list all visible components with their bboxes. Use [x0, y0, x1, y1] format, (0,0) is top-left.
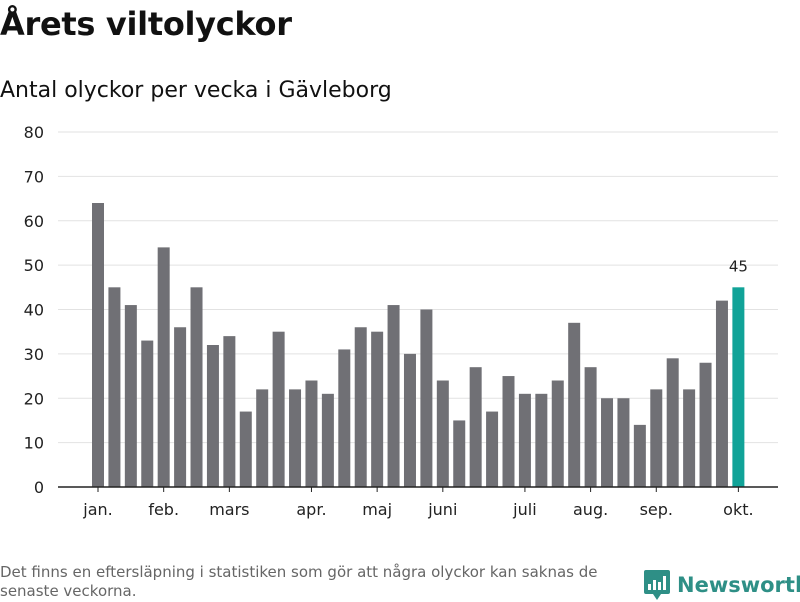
- y-tick-label: 80: [24, 123, 44, 142]
- data-label: 45: [729, 257, 748, 275]
- bar-chart-logo-icon: [644, 570, 670, 600]
- bar: [354, 327, 367, 487]
- bar: [124, 305, 137, 487]
- bar: [601, 398, 614, 487]
- bar: [633, 424, 646, 487]
- bar: [666, 358, 679, 487]
- bar: [289, 389, 302, 487]
- bar: [551, 380, 564, 487]
- x-tick-label: sep.: [640, 500, 673, 519]
- bar: [190, 287, 203, 487]
- x-axis-ticks: jan. feb. mars apr. maj juni juli aug. sep. okt.: [82, 487, 754, 519]
- bar: [403, 353, 416, 487]
- x-tick-label: apr.: [296, 500, 326, 519]
- bar-highlighted: [732, 287, 745, 487]
- x-tick-label: juli: [512, 500, 536, 519]
- bar: [453, 420, 466, 487]
- bar: [239, 411, 252, 487]
- y-tick-label: 10: [24, 434, 44, 453]
- y-tick-label: 50: [24, 256, 44, 275]
- bar: [338, 349, 351, 487]
- y-tick-label: 20: [24, 389, 44, 408]
- bar: [321, 393, 334, 487]
- bar: [568, 322, 581, 487]
- brand-name: Newsworthy: [677, 573, 800, 597]
- y-axis-ticks: 0 10 20 30 40 50 60 70 80: [24, 123, 44, 497]
- bar: [486, 411, 499, 487]
- bar: [305, 380, 318, 487]
- bar: [650, 389, 663, 487]
- x-tick-label: aug.: [573, 500, 608, 519]
- bar: [518, 393, 531, 487]
- bars: [92, 203, 745, 487]
- bar: [206, 345, 219, 487]
- x-tick-label: juni: [427, 500, 457, 519]
- bar: [141, 340, 154, 487]
- bar: [371, 331, 384, 487]
- x-tick-label: okt.: [723, 500, 753, 519]
- footnote: Det finns en eftersläpning i statistiken…: [0, 563, 598, 600]
- bar: [617, 398, 630, 487]
- bar: [535, 393, 548, 487]
- bar: [699, 362, 712, 487]
- bar: [584, 367, 597, 487]
- chart-subtitle: Antal olyckor per vecka i Gävleborg: [0, 78, 392, 103]
- bar: [715, 300, 728, 487]
- y-tick-label: 70: [24, 167, 44, 186]
- x-tick-label: maj: [362, 500, 392, 519]
- y-tick-label: 0: [34, 478, 44, 497]
- y-tick-label: 60: [24, 212, 44, 231]
- newsworthy-logo: Newsworthy: [643, 568, 800, 602]
- bar: [420, 309, 433, 487]
- bar: [223, 336, 236, 487]
- chart-title: Årets viltolyckor: [0, 5, 292, 43]
- bar: [256, 389, 269, 487]
- bar: [92, 203, 104, 487]
- x-tick-label: mars: [209, 500, 249, 519]
- bar: [157, 247, 170, 487]
- bar: [469, 367, 482, 487]
- bar: [683, 389, 696, 487]
- bar: [272, 331, 285, 487]
- y-tick-label: 30: [24, 345, 44, 364]
- x-tick-label: jan.: [82, 500, 112, 519]
- bar: [108, 287, 121, 487]
- x-tick-label: feb.: [148, 500, 179, 519]
- bar: [436, 380, 449, 487]
- bar: [387, 305, 400, 487]
- grid-lines: [58, 131, 778, 444]
- bar: [174, 327, 187, 487]
- y-tick-label: 40: [24, 301, 44, 320]
- data-labels: 45: [729, 257, 748, 275]
- bar: [502, 376, 515, 487]
